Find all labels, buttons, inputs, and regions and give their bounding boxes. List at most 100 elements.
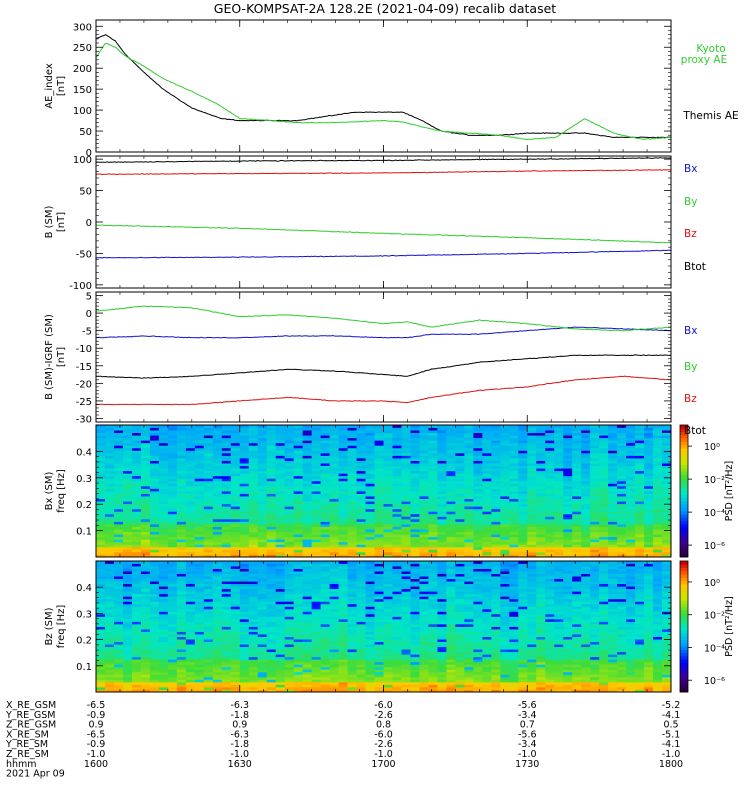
spectrogram-cell: [392, 478, 402, 482]
spectrogram-cell: [113, 669, 124, 673]
spectrogram-cell: [554, 526, 564, 530]
spectrogram-cell: [356, 644, 366, 648]
spectrogram-cell: [356, 432, 366, 436]
spectrogram-cell: [203, 493, 214, 497]
spectrogram-cell: [158, 452, 169, 456]
spectrogram-cell: [167, 631, 178, 635]
spectrogram-cell: [464, 521, 474, 525]
spectrogram-cell: [635, 430, 645, 434]
spectrogram-cell: [176, 511, 187, 515]
spectrogram-cell: [131, 554, 142, 558]
spectrogram-cell: [581, 541, 591, 545]
spectrogram-cell: [140, 539, 151, 543]
spectrogram-cell: [491, 475, 501, 479]
spectrogram-cell: [626, 498, 636, 502]
spectrogram-cell: [455, 681, 465, 685]
spectrogram-cell: [140, 485, 151, 489]
spectrogram-cell: [338, 676, 348, 680]
spectrogram-cell: [392, 450, 402, 454]
spectrogram-cell: [572, 656, 582, 660]
spectrogram-cell: [131, 641, 142, 645]
spectrogram-cell: [464, 646, 474, 650]
spectrogram-cell: [455, 427, 465, 431]
spectrogram-cell: [221, 626, 232, 630]
spectrogram-cell: [347, 455, 357, 459]
spectrogram-cell: [473, 435, 483, 439]
spectrogram-cell: [356, 503, 366, 507]
spectrogram-cell: [464, 516, 474, 520]
spectrogram-cell: [527, 681, 537, 685]
spectrogram-cell: [473, 649, 483, 653]
spectrogram-cell: [518, 681, 528, 685]
spectrogram-cell: [653, 447, 663, 451]
spectrogram-cell: [536, 541, 546, 545]
spectrogram-cell: [338, 524, 348, 527]
spectrogram-cell: [653, 498, 663, 502]
spectrogram-cell: [311, 445, 322, 449]
spectrogram-cell: [96, 437, 106, 441]
spectrogram-cell: [257, 501, 268, 505]
spectrogram-cell: [185, 631, 196, 635]
spectrogram-cell: [96, 644, 106, 648]
spectrogram-cell: [248, 656, 259, 660]
spectrogram-cell: [104, 445, 115, 449]
spectrogram-cell: [536, 636, 546, 640]
spectrogram-cell: [347, 671, 357, 675]
spectrogram-cell: [554, 473, 564, 477]
spectrogram-cell: [428, 671, 438, 675]
spectrogram-cell: [536, 524, 546, 527]
spectrogram-cell: [104, 641, 115, 645]
spectrogram-cell: [626, 493, 636, 497]
spectrogram-cell: [446, 644, 456, 648]
spectrogram-cell: [239, 427, 250, 431]
spectrogram-cell: [464, 656, 474, 660]
spectrogram-cell: [392, 686, 402, 690]
spectrogram-cell: [473, 488, 483, 492]
spectrogram-cell: [248, 661, 259, 665]
spectrogram-cell: [572, 491, 582, 494]
spectrogram-cell: [410, 684, 420, 688]
spectrogram-cell: [284, 664, 295, 668]
spectrogram-cell: [113, 458, 124, 461]
spectrogram-cell: [644, 684, 654, 688]
spectrogram-cell: [158, 440, 169, 444]
spectrogram-cell: [104, 634, 115, 637]
spectrogram-cell: [185, 465, 196, 469]
spectrogram-cell: [635, 498, 645, 502]
spectrogram-cell: [257, 483, 268, 487]
spectrogram-cell: [176, 455, 187, 459]
spectrogram-cell: [437, 671, 447, 675]
spectrogram-cell: [545, 689, 555, 693]
spectrogram-cell: [383, 661, 393, 665]
spectrogram-cell: [104, 644, 115, 648]
spectrogram-cell: [185, 452, 196, 456]
spectrogram-cell: [311, 452, 322, 456]
spectrogram-cell: [230, 463, 241, 467]
spectrogram-cell: [455, 649, 465, 653]
spectrogram-cell: [356, 654, 366, 658]
spectrogram-cell: [635, 671, 645, 675]
spectrogram-cell: [617, 516, 627, 520]
spectrogram-cell: [662, 684, 672, 688]
spectrogram-cell: [248, 485, 259, 489]
spectrogram-cell: [509, 463, 519, 467]
spectrogram-cell: [338, 541, 348, 545]
spectrogram-cell: [275, 488, 286, 492]
spectrogram-cell: [374, 551, 384, 555]
spectrogram-cell: [473, 671, 483, 675]
spectrogram-cell: [545, 465, 555, 469]
spectrogram-cell: [185, 518, 196, 522]
spectrogram-cell: [338, 639, 348, 643]
spectrogram-cell: [329, 511, 339, 515]
spectrogram-cell: [275, 549, 286, 553]
spectrogram-cell: [293, 468, 304, 472]
spectrogram-cell: [437, 641, 447, 645]
spectrogram-cell: [419, 529, 429, 533]
spectrogram-cell: [617, 445, 627, 449]
spectrogram-cell: [365, 503, 375, 507]
spectrogram-cell: [518, 516, 528, 520]
spectrogram-cell: [113, 639, 124, 643]
spectrogram-cell: [626, 447, 636, 451]
spectrogram-cell: [500, 676, 510, 680]
spectrogram-cell: [257, 437, 268, 441]
